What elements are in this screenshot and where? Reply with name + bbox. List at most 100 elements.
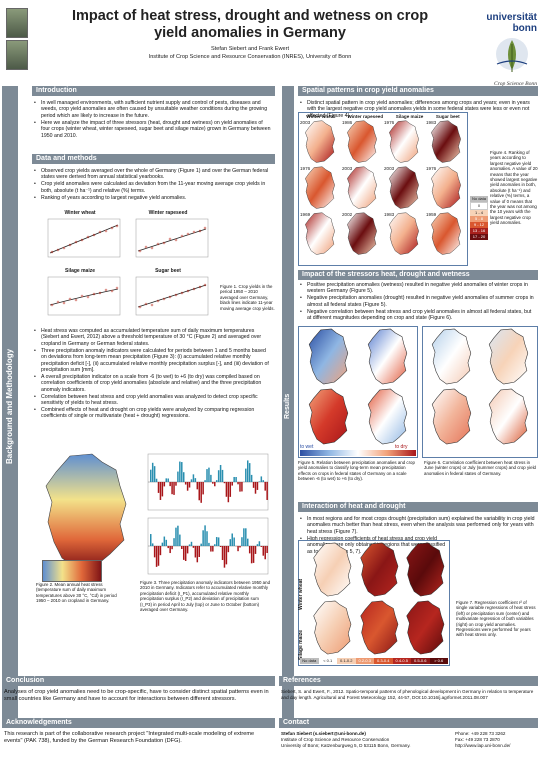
contact-website[interactable]: http://www.lap.uni-bonn.de/: [455, 742, 511, 748]
bar-mark: [210, 474, 212, 482]
fig4-year-label: 1976: [426, 166, 437, 171]
fig4-map-cell: 2002: [342, 212, 382, 256]
fig4-map-cell: 1983: [426, 120, 466, 164]
bar-mark: [165, 478, 168, 482]
fig4-crop-label: Silage maize: [395, 114, 424, 119]
bar-mark: [153, 466, 156, 482]
fig4-year-label: 1969: [300, 212, 311, 217]
fig1-plot-rapeseed: [135, 218, 209, 258]
bar-mark: [250, 474, 253, 482]
fig4-legend-item: 13 - 16: [470, 228, 488, 234]
fig4-map-cell: 1969: [300, 212, 340, 256]
bar-mark: [223, 482, 226, 484]
fig4-crop-label: Sugar beet: [435, 114, 460, 119]
ack-text: This research is part of the collaborati…: [4, 731, 255, 744]
fig5-map-grid: [300, 328, 416, 446]
bar-mark: [200, 543, 202, 546]
bar-mark: [157, 482, 160, 493]
bar-mark: [182, 472, 185, 482]
germany-map-icon: [305, 212, 335, 255]
bar-mark: [262, 546, 265, 556]
bar-mark: [266, 482, 268, 500]
bar-mark: [254, 546, 257, 554]
bar-mark: [179, 534, 181, 546]
bar-mark: [235, 477, 237, 482]
fig4-map-cell: 2003: [342, 166, 382, 210]
spatial-item: Distinct spatial pattern in crop yield a…: [300, 100, 536, 119]
bar-mark: [186, 482, 189, 491]
contact-block: Stefan Siebert (s.siebert@uni-bonn.de) I…: [281, 731, 451, 748]
fig5-map-cell: [300, 328, 357, 386]
fig6-frame: [422, 326, 538, 458]
bar-mark: [173, 538, 175, 546]
bar-mark: [241, 537, 243, 546]
bar-mark: [239, 482, 241, 492]
fig4-legend-item: 9 - 12: [470, 222, 488, 228]
fig4-frame: [298, 112, 468, 266]
bar-mark: [163, 536, 166, 546]
fig6-map-cell: [424, 388, 479, 446]
bar-mark: [206, 469, 208, 482]
bar-mark: [184, 482, 187, 485]
bar-mark: [171, 482, 173, 495]
fig4-year-label: 1983: [384, 212, 395, 217]
crop-logo-icon: [496, 38, 528, 72]
stressor-text: Positive precipitation anomalies (wetnes…: [300, 282, 536, 322]
fig6-map-cell: [424, 328, 479, 386]
bar-mark: [225, 546, 228, 565]
germany-map-icon: [360, 600, 398, 655]
bar-mark: [161, 482, 164, 497]
fig4-year-label: 2003: [384, 166, 395, 171]
fig1-title-wheat: Winter wheat: [64, 210, 96, 216]
bar-mark: [181, 546, 183, 549]
bar-mark: [173, 482, 175, 495]
fig7-map-cell: [403, 600, 448, 656]
bar-mark: [182, 546, 185, 560]
fig4-year-label: 1986: [342, 120, 353, 125]
fig7-row-label: Winter wheat: [298, 578, 304, 610]
bar-mark: [159, 482, 162, 500]
data-item: Crop yield anomalies were calculated as …: [34, 181, 272, 194]
fig7-map-grid: [310, 542, 448, 656]
bar-mark: [260, 476, 263, 482]
intro-item: Here we analyze the impact of three stre…: [34, 120, 272, 139]
contact-fax: Fax: +49 228 73 2870: [455, 736, 500, 742]
bar-mark: [186, 546, 189, 554]
bar-mark: [194, 546, 197, 558]
fig7-legend-item: 0.5-0.6: [411, 658, 430, 664]
germany-map-icon: [305, 166, 335, 209]
fig5-dry-label: to dry: [395, 444, 408, 450]
bar-mark: [153, 546, 156, 558]
bar-mark: [248, 463, 251, 482]
bar-mark: [264, 546, 266, 560]
section-acknowledgements: Acknowledgements: [2, 718, 275, 728]
bar-mark: [175, 527, 177, 546]
bar-mark: [262, 480, 265, 482]
bar-mark: [161, 542, 164, 546]
fig4-legend-item: 5 - 8: [470, 216, 488, 222]
fig5-wet-label: to wet: [300, 444, 314, 450]
bar-mark: [212, 482, 214, 484]
germany-map-icon: [308, 328, 349, 385]
germany-map-icon: [431, 212, 461, 255]
section-stressors: Impact of the stressors heat, drought an…: [298, 270, 538, 280]
fig7-legend-item: 0.1-0.2: [337, 658, 356, 664]
bar-mark: [258, 481, 261, 482]
fig7-map-cell: [310, 600, 355, 656]
bar-mark: [256, 544, 259, 546]
bar-mark: [159, 546, 162, 556]
fig7-row-label: Silage maize: [298, 629, 304, 660]
fig6-map-cell: [481, 328, 536, 386]
fig1-plot-beet: [135, 276, 209, 316]
fig4-year-label: 1959: [426, 212, 437, 217]
bar-mark: [150, 469, 152, 482]
fig4-map-cell: 1986: [342, 120, 382, 164]
germany-map-icon: [367, 328, 408, 385]
fig5-scale: [300, 450, 416, 456]
fig4-caption: Figure 4. Ranking of years according to …: [490, 150, 538, 226]
fig4-year-label: 1976: [384, 120, 395, 125]
author-photo-1: [6, 8, 28, 38]
interaction-item: In most regions and for most crops droug…: [300, 516, 536, 535]
bar-mark: [258, 541, 261, 546]
bar-mark: [184, 546, 187, 561]
